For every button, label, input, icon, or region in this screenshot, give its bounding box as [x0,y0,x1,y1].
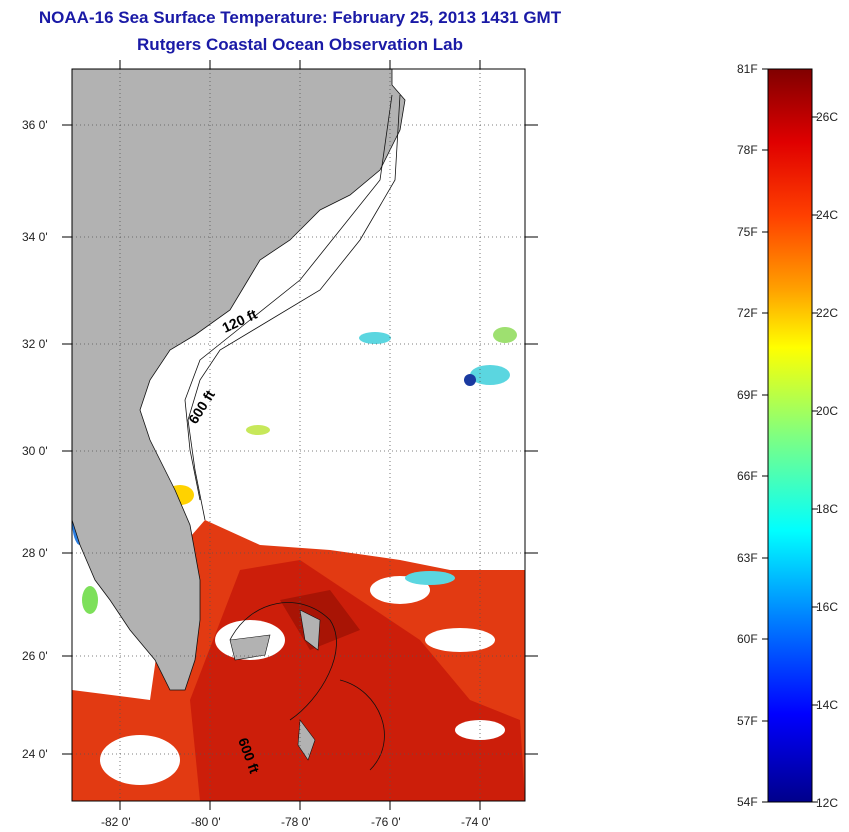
lon-label: -74 0' [461,815,491,829]
colorbar-c-label: 12C [816,796,839,810]
lon-label: -78 0' [281,815,311,829]
map-title: NOAA-16 Sea Surface Temperature: Februar… [38,8,562,27]
colorbar-f-label: 66F [737,469,758,483]
lat-label: 32 0' [22,337,48,351]
colorbar-f-label: 72F [737,306,758,320]
colorbar-f-label: 78F [737,143,758,157]
colorbar-f-label: 81F [737,62,758,76]
lat-label: 26 0' [22,649,48,663]
isobath-120ft [184,94,393,501]
colorbar-c-label: 20C [816,404,839,418]
land-mass [72,69,406,691]
colorbar-c-label: 26C [816,110,839,124]
sst-hot-field [190,560,525,801]
colorbar-c-label: 16C [816,600,839,614]
lon-label: -82 0' [101,815,131,829]
colorbar-c-label: 24C [816,208,839,222]
colorbar-c-label: 14C [816,698,839,712]
colorbar-f-label: 60F [737,632,758,646]
map-subtitle: Rutgers Coastal Ocean Observation Lab [137,35,463,54]
colorbar-f-label: 63F [737,551,758,565]
colorbar [767,68,813,803]
colorbar-f-label: 57F [737,714,758,728]
colorbar-f-label: 54F [737,795,758,809]
colorbar-c-label: 18C [816,502,839,516]
isobath-label-600a: 600 ft [185,387,218,427]
lat-label: 36 0' [22,118,48,132]
colorbar-f-label: 69F [737,388,758,402]
colorbar-c-label: 22C [816,306,839,320]
lon-label: -80 0' [191,815,221,829]
lat-label: 28 0' [22,546,48,560]
lat-label: 30 0' [22,444,48,458]
lon-label: -76 0' [371,815,401,829]
colorbar-f-label: 75F [737,225,758,239]
isobath-600ft [187,94,401,521]
map-frame [71,68,526,802]
lat-label: 24 0' [22,747,48,761]
lat-label: 34 0' [22,230,48,244]
